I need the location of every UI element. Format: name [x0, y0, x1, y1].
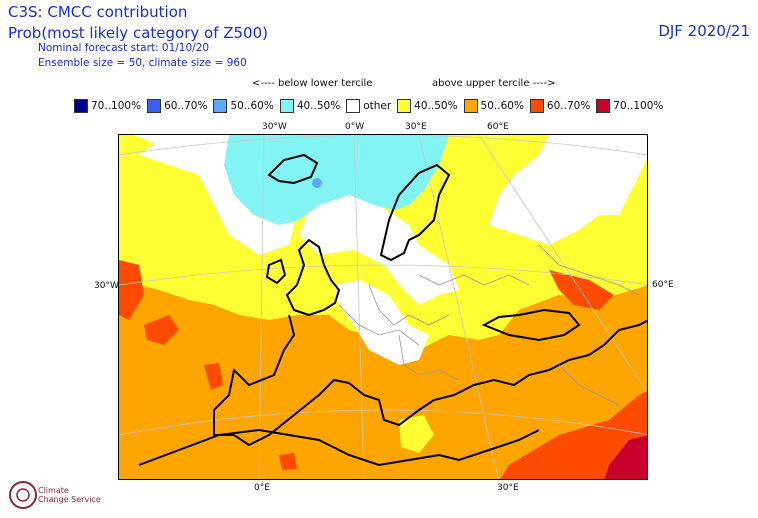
legend-item: other: [346, 99, 391, 113]
borders: [338, 244, 640, 406]
coastline-britain: [285, 238, 341, 317]
lon-label-bottom: 30°E: [497, 483, 519, 493]
legend-swatch: [397, 99, 412, 113]
map-region-cyan: [224, 135, 449, 225]
graticule-line: [119, 264, 647, 286]
lon-label-top: 30°W: [262, 122, 287, 132]
map-region-red-orange: [119, 260, 144, 320]
legend-swatch: [596, 99, 611, 113]
season-label: DJF 2020/21: [658, 22, 750, 40]
legend-label: other: [363, 100, 392, 112]
legend-label: 70..100%: [613, 100, 664, 112]
border-line: [398, 334, 460, 381]
graticule-line: [478, 135, 647, 393]
tercile-above-label: above upper tercile ---->: [432, 78, 556, 89]
graticule-line: [418, 135, 499, 479]
coastline-iceland: [267, 153, 319, 185]
lon-label-top: 0°W: [345, 122, 365, 132]
graticule-line: [258, 135, 265, 479]
graticule-line: [353, 135, 365, 479]
legend-item: 50..60%: [213, 99, 274, 113]
page-subtitle: Prob(most likely category of Z500): [8, 24, 268, 42]
logo-text: Climate: [38, 486, 69, 495]
legend-label: 50..60%: [230, 100, 274, 112]
map-region-yellow: [399, 415, 434, 453]
legend-item: 40..50%: [397, 99, 458, 113]
map-region-red-orange: [500, 391, 647, 479]
lat-label-left: 30°W: [94, 281, 119, 291]
map-region-white-east: [119, 135, 647, 245]
logo-text: Change Service: [38, 495, 101, 504]
graticule-line: [119, 409, 647, 436]
nominal-forecast-start: Nominal forecast start: 01/10/20: [38, 42, 210, 54]
probability-map: [119, 135, 647, 479]
map-region-light-blue: [312, 178, 322, 188]
graticule: [119, 135, 647, 479]
border-line: [368, 284, 450, 326]
border-line: [338, 304, 420, 346]
coastline-scandinavia: [379, 163, 451, 262]
legend-swatch: [346, 99, 361, 113]
legend-item: 40..50%: [279, 99, 341, 113]
lat-label-right: 60°E: [652, 280, 674, 290]
border-line: [558, 364, 620, 406]
legend-item: 60..70%: [147, 99, 207, 113]
coastline-ireland: [265, 258, 287, 285]
legend-label: 50..60%: [480, 100, 524, 112]
graticule-line: [119, 135, 647, 156]
lon-label-top: 30°E: [405, 122, 427, 132]
legend-swatch: [529, 99, 544, 113]
map-region-white-atlantic: [139, 140, 294, 255]
legend-label: 70..100%: [91, 100, 142, 112]
tercile-below-label: <---- below lower tercile: [252, 78, 373, 89]
legend-swatch: [279, 99, 294, 113]
map-region-white-central: [334, 280, 429, 365]
logo-inner-ring: [16, 488, 30, 502]
legend-item: 70..100%: [596, 99, 663, 113]
legend-label: 40..50%: [414, 100, 458, 112]
logo-ring: [9, 481, 37, 509]
legend-item: 50..60%: [463, 99, 524, 113]
legend-swatch: [463, 99, 478, 113]
page-title: C3S: CMCC contribution: [8, 3, 188, 21]
map-region-red-orange: [144, 315, 179, 345]
legend-swatch: [213, 99, 228, 113]
map-region-red-orange: [279, 453, 297, 470]
coastline-africa: [138, 428, 540, 467]
legend-item: 60..70%: [529, 99, 591, 113]
legend-label: 40..50%: [296, 100, 341, 112]
copernicus-logo: [9, 481, 37, 509]
legend-label: 60..70%: [546, 100, 591, 112]
legend-swatch: [147, 99, 162, 113]
legend-item: 70..100%: [74, 99, 141, 113]
map-region-red-orange: [549, 270, 614, 310]
legend: 70..100% 60..70% 50..60% 40..50% other 4…: [74, 98, 669, 114]
lon-label-bottom: 0°E: [254, 483, 270, 493]
ensemble-size: Ensemble size = 50, climate size = 960: [38, 57, 247, 69]
map-region-red-orange: [204, 363, 223, 390]
legend-label: 60..70%: [164, 100, 208, 112]
map-panel: [118, 134, 648, 480]
legend-swatch: [74, 99, 88, 113]
border-line: [538, 244, 640, 296]
map-region-dark-red: [604, 435, 647, 479]
coastline-black-sea: [481, 308, 581, 342]
lon-label-top: 60°E: [487, 122, 509, 132]
border-line: [418, 274, 530, 286]
